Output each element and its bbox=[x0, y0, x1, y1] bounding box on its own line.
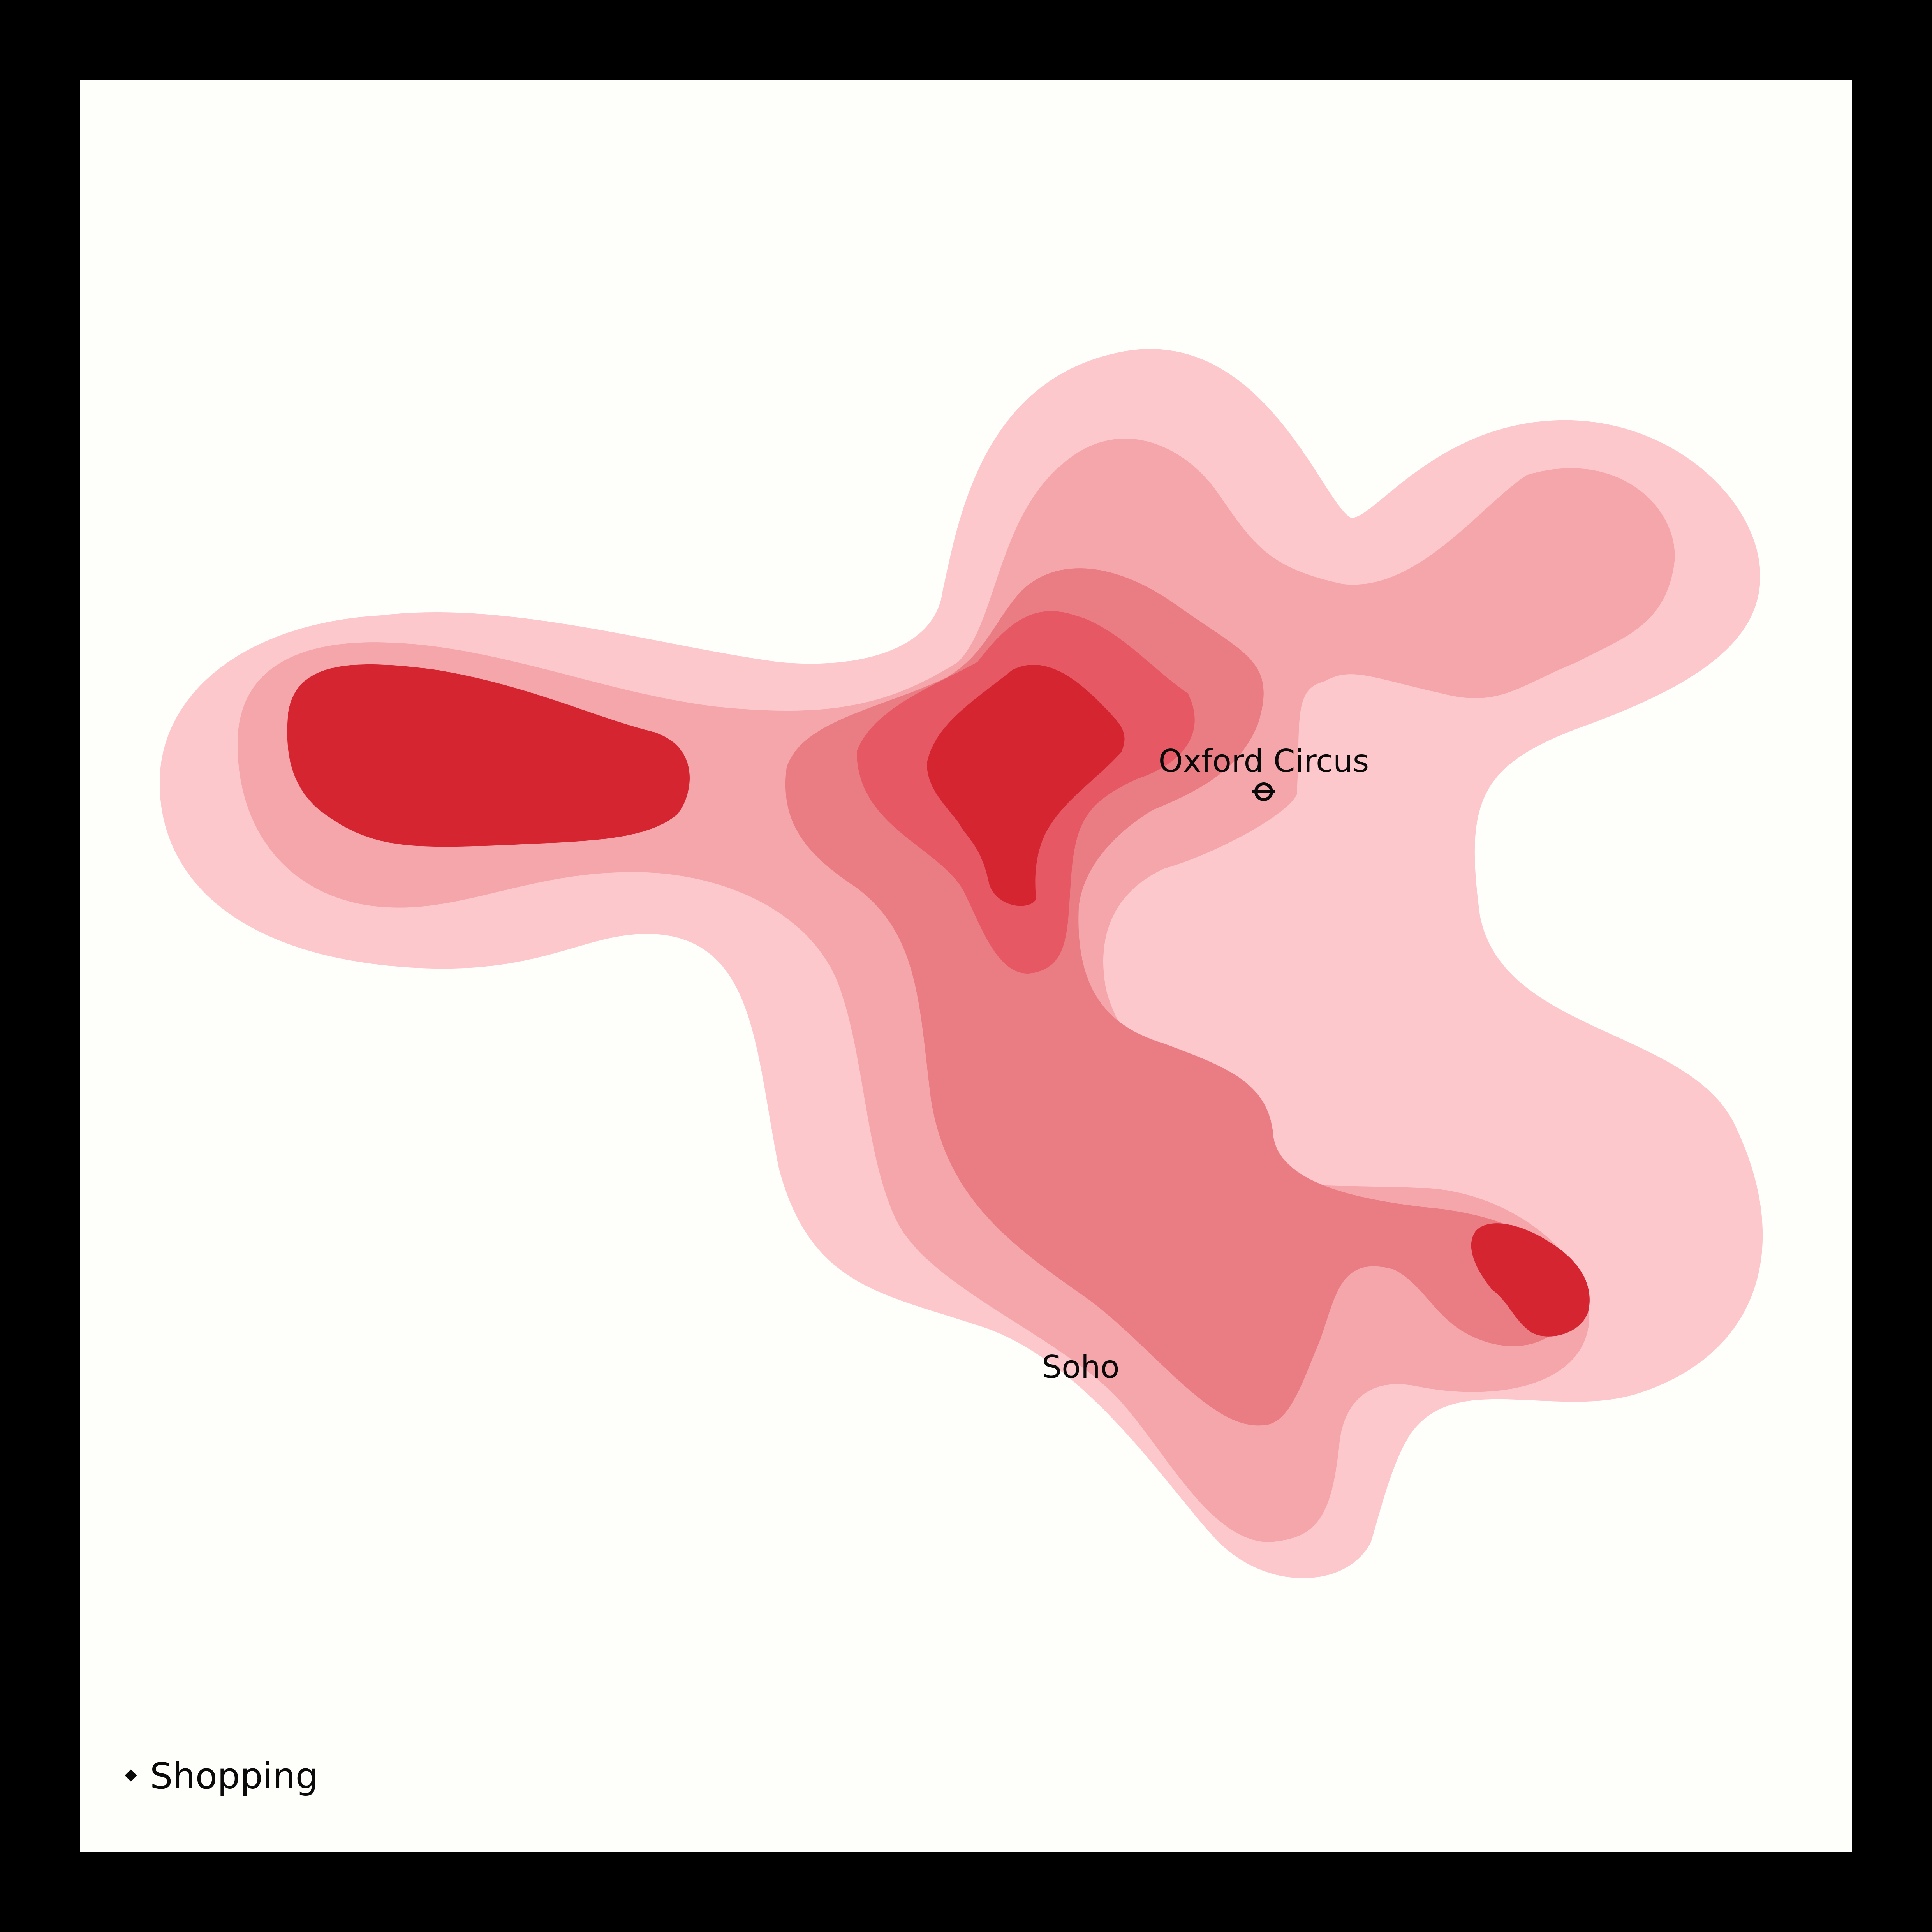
underground-roundel-icon bbox=[1252, 782, 1275, 801]
legend: Shopping bbox=[125, 1755, 318, 1797]
density-peak-southeast bbox=[1471, 1223, 1590, 1337]
label-oxford-circus: Oxford Circus bbox=[1159, 743, 1369, 779]
legend-label-shopping: Shopping bbox=[150, 1755, 318, 1797]
density-peak-central bbox=[927, 665, 1125, 906]
density-peak-west bbox=[287, 664, 690, 847]
label-soho: Soho bbox=[1042, 1349, 1119, 1385]
